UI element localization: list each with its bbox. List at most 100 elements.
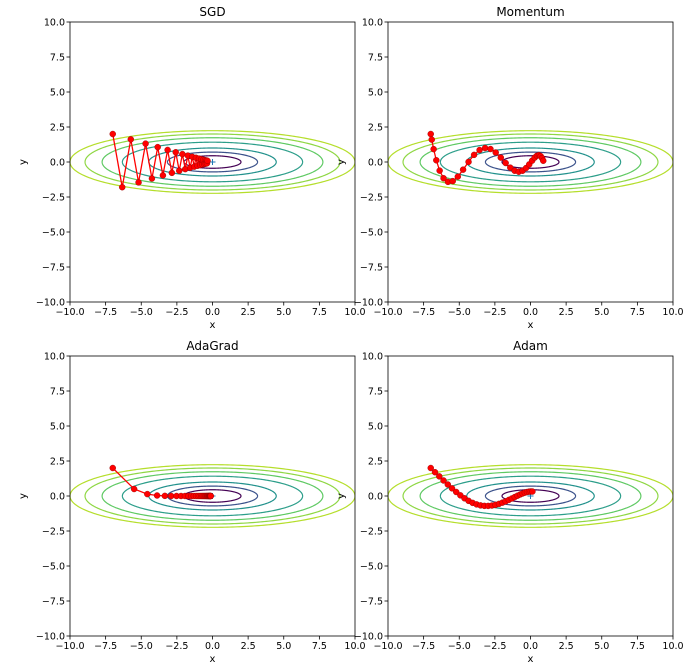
path-point bbox=[207, 492, 214, 500]
y-tick-label: −5.0 bbox=[360, 561, 383, 572]
path-point bbox=[148, 175, 156, 182]
y-tick-label: −2.5 bbox=[42, 192, 65, 203]
subplot-momentum: −10.0 −7.5 −5.0 −2.5 0.0 2.5 5.0 7.5 10.0−10.0−7… bbox=[336, 5, 684, 331]
path-point bbox=[433, 157, 440, 164]
x-tick-label: 2.5 bbox=[241, 307, 256, 318]
x-tick-label: 7.5 bbox=[312, 641, 327, 652]
path-point bbox=[144, 490, 151, 498]
subplot-title: Adam bbox=[513, 339, 548, 353]
y-tick-label: −5.0 bbox=[360, 227, 383, 238]
contour-line bbox=[466, 481, 595, 511]
y-tick-label: −7.5 bbox=[360, 262, 383, 273]
path-point bbox=[507, 164, 514, 171]
x-tick-label: 0.0 bbox=[523, 307, 538, 318]
y-tick-label: −2.5 bbox=[360, 192, 383, 203]
x-axis-label: x bbox=[528, 654, 534, 665]
y-tick-label: −7.5 bbox=[42, 596, 65, 607]
x-tick-label: −7.5 bbox=[412, 307, 435, 318]
path-point bbox=[161, 492, 169, 500]
path-point bbox=[167, 492, 175, 500]
optimizer-path bbox=[427, 464, 536, 510]
contour-line bbox=[484, 485, 577, 507]
optimizer-path bbox=[109, 130, 211, 191]
y-axis-label: y bbox=[336, 159, 347, 165]
path-point bbox=[540, 157, 547, 164]
path-point bbox=[459, 166, 467, 173]
path-point bbox=[449, 177, 456, 185]
x-tick-label: 0.0 bbox=[205, 641, 220, 652]
x-tick-label: 5.0 bbox=[276, 641, 291, 652]
x-tick-label: −10.0 bbox=[55, 307, 84, 318]
y-tick-label: 5.0 bbox=[368, 421, 383, 432]
path-point bbox=[502, 159, 509, 167]
subplot-title: SGD bbox=[199, 5, 225, 19]
contour-line bbox=[101, 471, 324, 521]
path-point bbox=[444, 481, 451, 488]
y-tick-label: 7.5 bbox=[50, 52, 65, 63]
y-tick-label: 0.0 bbox=[50, 491, 65, 502]
y-tick-label: 5.0 bbox=[50, 421, 65, 432]
y-tick-label: 0.0 bbox=[50, 157, 65, 168]
x-tick-label: 7.5 bbox=[312, 307, 327, 318]
path-line bbox=[112, 133, 209, 188]
path-point bbox=[448, 485, 456, 492]
contour-line bbox=[439, 141, 622, 183]
x-tick-label: 5.0 bbox=[276, 307, 291, 318]
path-point bbox=[487, 145, 494, 153]
path-point bbox=[440, 175, 447, 182]
x-axis-label: x bbox=[210, 320, 216, 331]
subplot-adam: −10.0 −7.5 −5.0 −2.5 0.0 2.5 5.0 7.5 10.0−10.0−7… bbox=[336, 339, 684, 665]
path-point bbox=[154, 143, 161, 151]
subplot-title: Momentum bbox=[496, 5, 564, 19]
y-tick-label: 5.0 bbox=[368, 87, 383, 98]
x-tick-label: 0.0 bbox=[205, 307, 220, 318]
contour-line bbox=[84, 133, 341, 191]
x-tick-label: −7.5 bbox=[412, 641, 435, 652]
path-point bbox=[168, 169, 176, 177]
y-tick-label: 5.0 bbox=[50, 87, 65, 98]
path-point bbox=[159, 172, 167, 179]
path-point bbox=[470, 151, 478, 159]
y-tick-label: −2.5 bbox=[42, 526, 65, 537]
x-tick-label: −10.0 bbox=[55, 641, 84, 652]
contour-line bbox=[84, 467, 341, 525]
x-tick-label: 2.5 bbox=[559, 641, 574, 652]
path-point bbox=[453, 488, 460, 496]
path-point bbox=[529, 488, 536, 495]
contour-line bbox=[484, 151, 577, 173]
x-tick-label: 5.0 bbox=[594, 641, 609, 652]
y-tick-label: −7.5 bbox=[360, 596, 383, 607]
y-tick-label: 7.5 bbox=[50, 386, 65, 397]
contour-line bbox=[402, 133, 659, 191]
y-tick-label: 10.0 bbox=[362, 351, 383, 362]
contour-line bbox=[501, 489, 560, 503]
contour-line bbox=[419, 471, 642, 521]
path-point bbox=[135, 179, 142, 186]
path-point bbox=[130, 485, 138, 493]
path-point bbox=[127, 136, 135, 143]
x-tick-label: −2.5 bbox=[483, 307, 506, 318]
x-tick-label: 0.0 bbox=[523, 641, 538, 652]
path-point bbox=[204, 157, 211, 165]
subplot-title: AdaGrad bbox=[186, 339, 238, 353]
contour-group bbox=[70, 464, 355, 528]
x-tick-label: −2.5 bbox=[165, 641, 188, 652]
path-point bbox=[428, 136, 435, 143]
path-point bbox=[436, 473, 443, 480]
path-point bbox=[153, 492, 161, 499]
path-point bbox=[164, 146, 171, 154]
path-point bbox=[436, 167, 443, 174]
y-tick-label: −7.5 bbox=[42, 262, 65, 273]
x-tick-label: −10.0 bbox=[373, 641, 402, 652]
contour-line bbox=[419, 137, 642, 187]
y-tick-label: −10.0 bbox=[354, 297, 383, 308]
path-point bbox=[476, 146, 483, 154]
x-tick-label: −2.5 bbox=[165, 307, 188, 318]
y-tick-label: 2.5 bbox=[368, 122, 383, 133]
y-tick-label: 0.0 bbox=[368, 491, 383, 502]
y-tick-label: 10.0 bbox=[44, 351, 65, 362]
y-tick-label: 2.5 bbox=[50, 456, 65, 467]
y-tick-label: 10.0 bbox=[44, 17, 65, 28]
x-tick-label: −7.5 bbox=[94, 307, 117, 318]
